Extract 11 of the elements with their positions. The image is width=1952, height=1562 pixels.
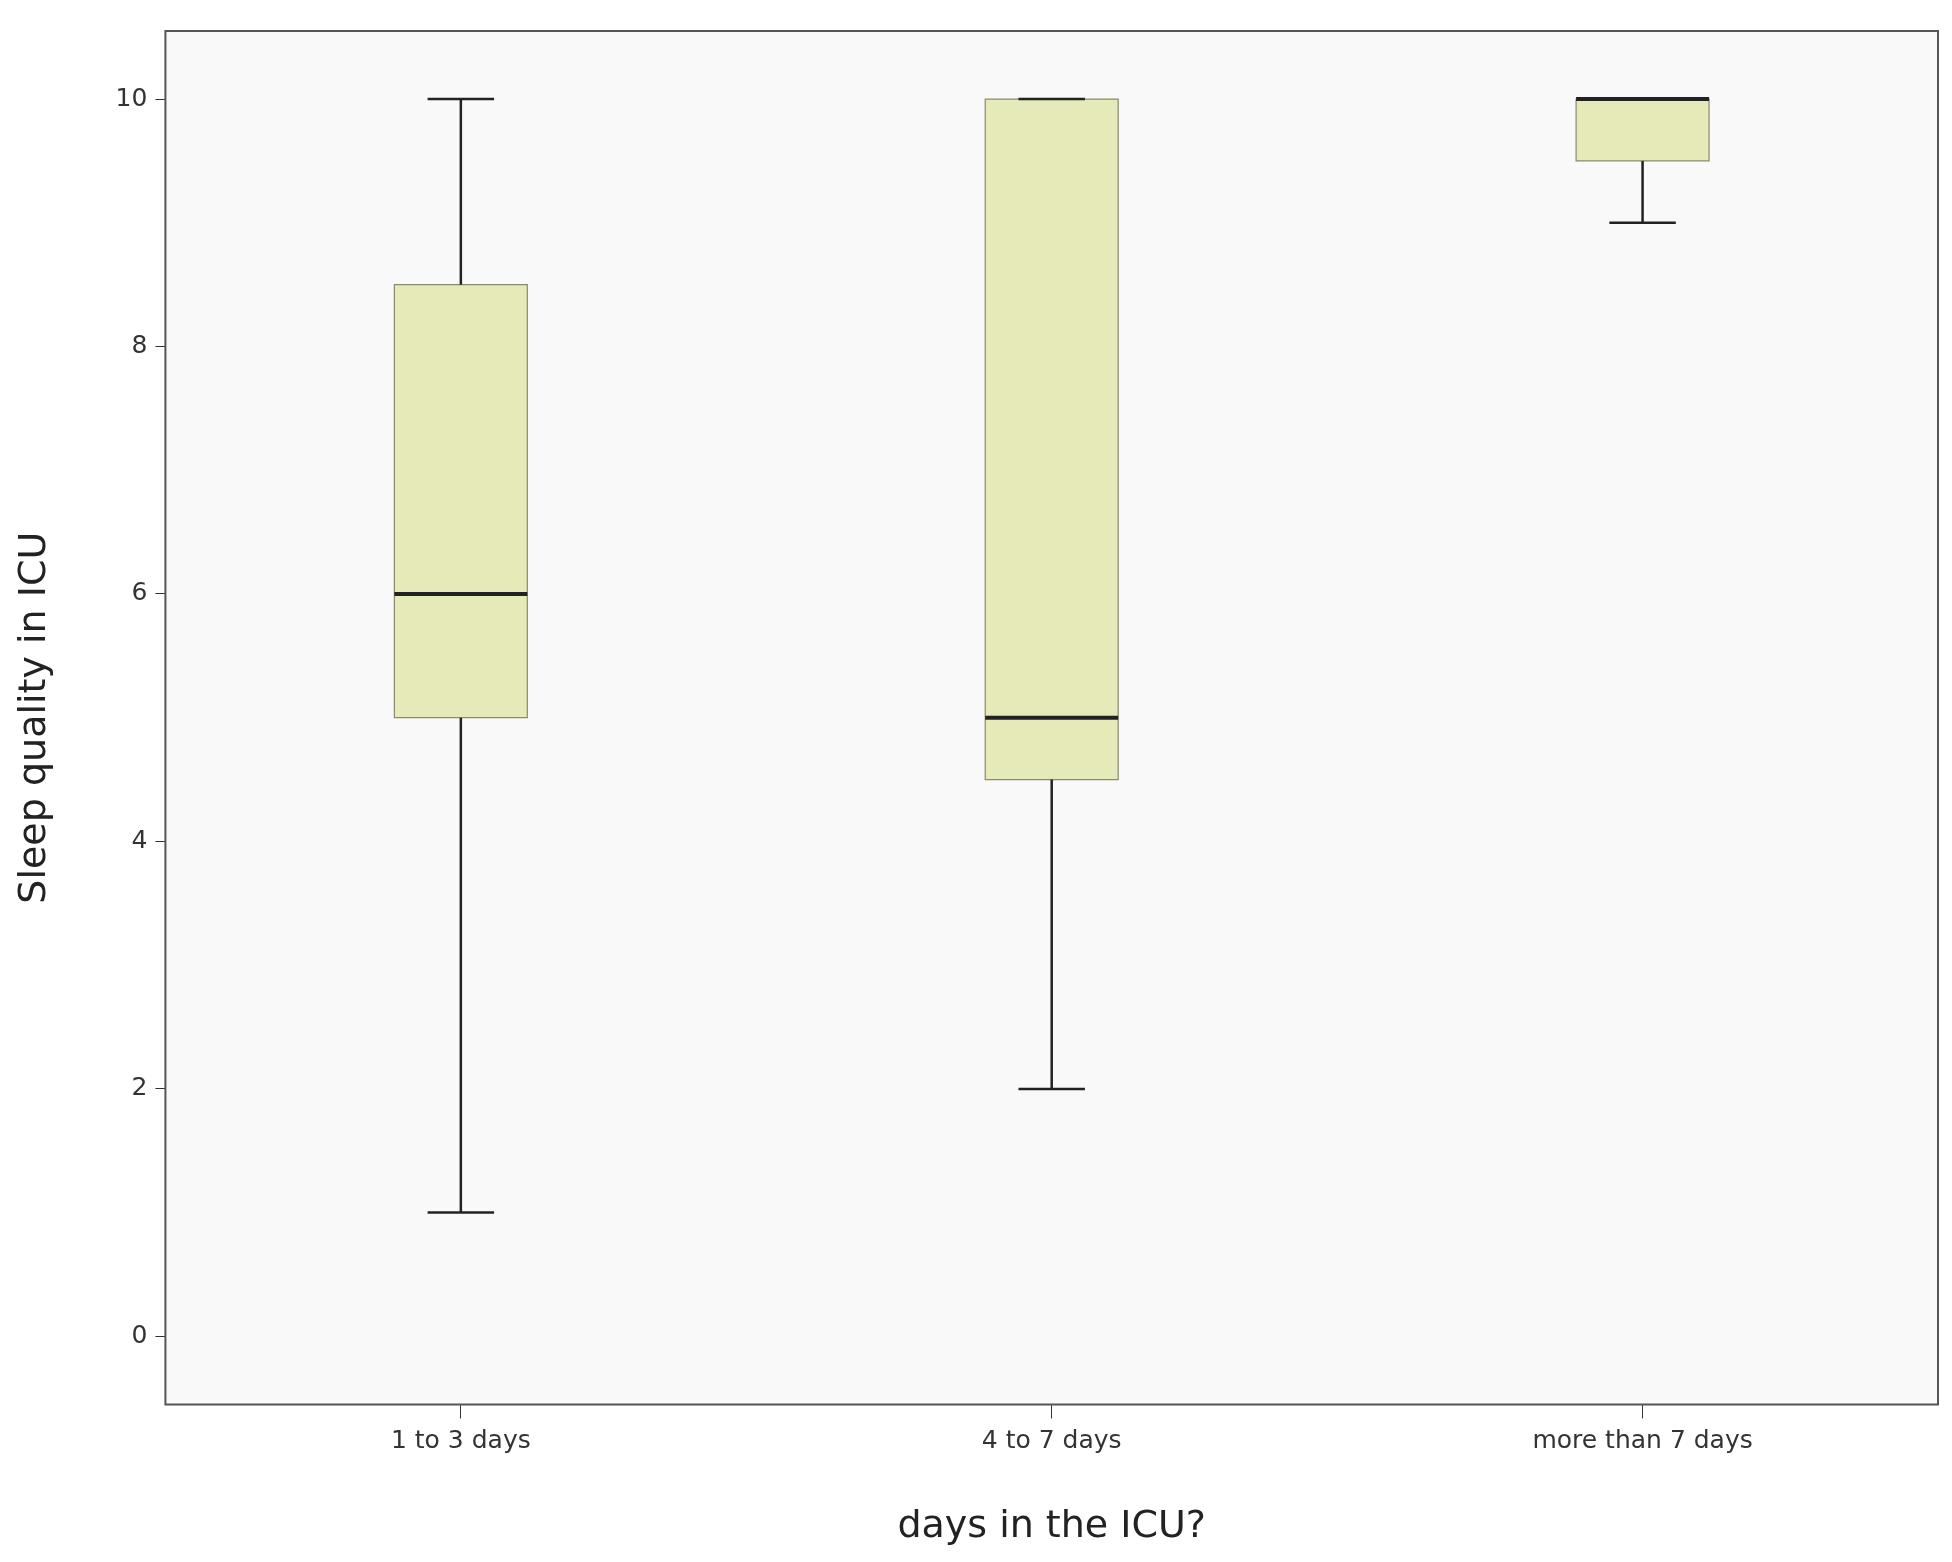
y-tick-label: 0: [131, 1319, 148, 1349]
y-axis-title: Sleep quality in ICU: [9, 531, 54, 904]
y-tick-label: 2: [131, 1072, 148, 1102]
y-tick-label: 8: [131, 330, 148, 360]
x-tick-label: 4 to 7 days: [981, 1424, 1122, 1454]
y-tick-label: 10: [115, 82, 148, 112]
x-axis-title: days in the ICU?: [897, 1502, 1207, 1547]
x-tick-label: more than 7 days: [1532, 1424, 1753, 1454]
x-tick-label: 1 to 3 days: [390, 1424, 531, 1454]
y-tick-label: 6: [131, 577, 148, 607]
y-tick-label: 4: [131, 824, 148, 854]
